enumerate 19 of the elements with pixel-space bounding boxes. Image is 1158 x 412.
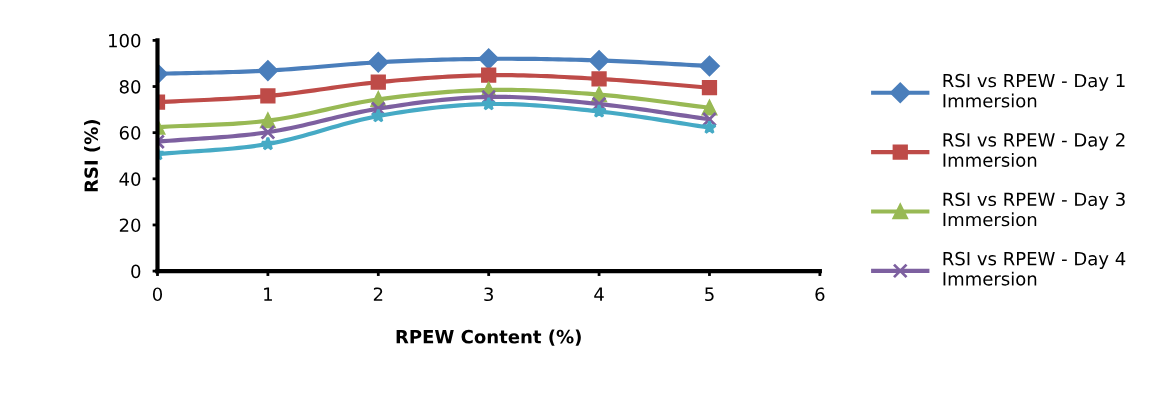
x-tick-label: 2 <box>373 287 383 301</box>
legend-label: RSI vs RPEW - Day 1 Immersion <box>943 73 1125 108</box>
legend-label: RSI vs RPEW - Day 4 Immersion <box>943 251 1126 286</box>
x-tick-label: 5 <box>705 287 714 302</box>
legend-label: RSI vs RPEW - Day 2 Immersion <box>943 133 1125 167</box>
y-tick-label: 60 <box>119 126 141 140</box>
y-tick-label: 80 <box>119 79 141 94</box>
y-tick-label: 0 <box>131 264 141 279</box>
y-axis-title: RSI (%) <box>84 120 101 192</box>
legend-label: RSI vs RPEW - Day 3 Immersion <box>943 192 1125 227</box>
x-tick-label: 6 <box>815 287 825 302</box>
x-tick-label: 4 <box>594 287 604 301</box>
x-tick-label: 3 <box>484 287 493 302</box>
y-tick-label: 100 <box>109 33 141 48</box>
x-tick-label: 0 <box>152 287 163 302</box>
y-tick-label: 20 <box>119 218 141 233</box>
x-axis-title: RPEW Content (%) <box>396 329 581 346</box>
x-tick-label: 1 <box>264 287 272 301</box>
y-tick-label: 40 <box>119 172 141 186</box>
